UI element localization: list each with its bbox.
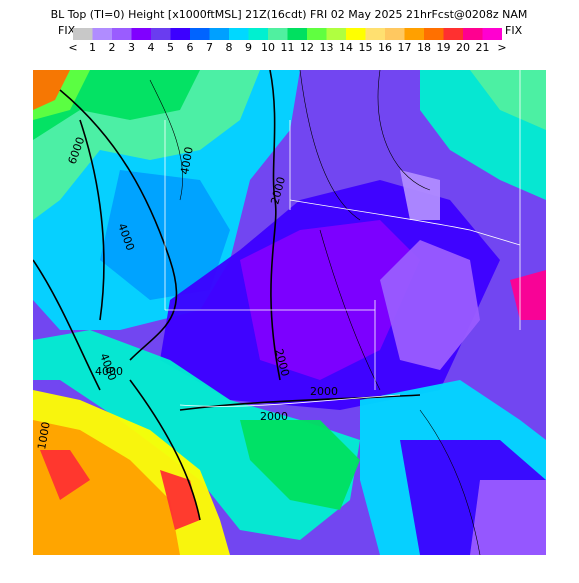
contour-line-thin bbox=[149, 79, 183, 201]
state-border bbox=[179, 394, 401, 407]
height-field bbox=[470, 70, 546, 130]
colorbar-label: 7 bbox=[206, 41, 213, 54]
colorbar-swatch bbox=[346, 28, 366, 40]
colorbar-swatch bbox=[307, 28, 327, 40]
colorbar-label: 6 bbox=[187, 41, 194, 54]
colorbar-label: 4 bbox=[148, 41, 155, 54]
colorbar-label: 15 bbox=[359, 41, 373, 54]
colorbar-swatch bbox=[365, 28, 385, 40]
colorbar-label: 12 bbox=[300, 41, 314, 54]
colorbar-swatch bbox=[424, 28, 444, 40]
colorbar-swatch bbox=[326, 28, 346, 40]
contour-label: 4000 bbox=[95, 365, 123, 378]
colorbar-swatch bbox=[131, 28, 151, 40]
height-field bbox=[470, 480, 546, 555]
height-field bbox=[400, 170, 440, 220]
colorbar-label: 2 bbox=[109, 41, 116, 54]
colorbar-label: 17 bbox=[398, 41, 412, 54]
colorbar-swatch bbox=[170, 28, 190, 40]
colorbar-label: 13 bbox=[320, 41, 334, 54]
colorbar-swatch bbox=[404, 28, 424, 40]
colorbar-swatch bbox=[482, 28, 502, 40]
colorbar-swatch bbox=[209, 28, 229, 40]
contour-line bbox=[179, 394, 421, 411]
title: BL Top (TI=0) Height [x1000ftMSL] 21Z(16… bbox=[51, 8, 528, 21]
contour-label: 2000 bbox=[310, 385, 338, 398]
height-field bbox=[33, 70, 70, 110]
colorbar-swatch bbox=[463, 28, 483, 40]
colorbar-label: 8 bbox=[226, 41, 233, 54]
colorbar-label: < bbox=[68, 41, 77, 54]
colorbar-swatch bbox=[73, 28, 93, 40]
colorbar-label: 20 bbox=[456, 41, 470, 54]
colorbar-label: 3 bbox=[128, 41, 135, 54]
colorbar-swatch bbox=[287, 28, 307, 40]
colorbar-swatch bbox=[443, 28, 463, 40]
contour-line-thin bbox=[319, 229, 381, 391]
contour-line bbox=[129, 379, 201, 521]
contour-line bbox=[269, 70, 281, 381]
colorbar-swatch bbox=[229, 28, 249, 40]
colorbar-label: 1 bbox=[89, 41, 96, 54]
contour-line-thin bbox=[299, 70, 361, 221]
contour-line bbox=[59, 89, 178, 361]
colorbar-label: 5 bbox=[167, 41, 174, 54]
colorbar-label: 10 bbox=[261, 41, 275, 54]
colorbar-swatch bbox=[385, 28, 405, 40]
height-field bbox=[40, 450, 90, 500]
colorbar-label: 14 bbox=[339, 41, 353, 54]
contour-line bbox=[33, 259, 101, 391]
contour-line-thin bbox=[419, 409, 481, 555]
contour-label: 2000 bbox=[260, 410, 288, 423]
colorbar-swatch bbox=[190, 28, 210, 40]
colorbar: <1 2 3 4 5 6 7 8 9 10 11 12 13 14 15 16 17 18 19 20 21 > bbox=[68, 28, 507, 54]
colorbar-label: 18 bbox=[417, 41, 431, 54]
colorbar-label: 11 bbox=[281, 41, 295, 54]
height-field bbox=[510, 270, 546, 320]
colorbar-label: 9 bbox=[245, 41, 252, 54]
colorbar-label: 16 bbox=[378, 41, 392, 54]
colorbar-right-label: FIX bbox=[505, 24, 523, 37]
height-field bbox=[380, 240, 480, 370]
height-field bbox=[240, 420, 360, 510]
colorbar-swatch bbox=[268, 28, 288, 40]
colorbar-label: 21 bbox=[476, 41, 490, 54]
contour-label: 1000 bbox=[35, 421, 53, 451]
colorbar-swatch bbox=[248, 28, 268, 40]
colorbar-label: > bbox=[497, 41, 506, 54]
colorbar-left-label: FIX bbox=[58, 24, 76, 37]
contour-label: 4000 bbox=[178, 146, 196, 176]
contour-line bbox=[79, 119, 105, 321]
colorbar-swatch bbox=[151, 28, 171, 40]
contour-line-thin bbox=[377, 70, 431, 191]
colorbar-swatch bbox=[92, 28, 112, 40]
colorbar-swatch bbox=[112, 28, 132, 40]
colorbar-label: 19 bbox=[437, 41, 451, 54]
state-border bbox=[289, 199, 521, 246]
